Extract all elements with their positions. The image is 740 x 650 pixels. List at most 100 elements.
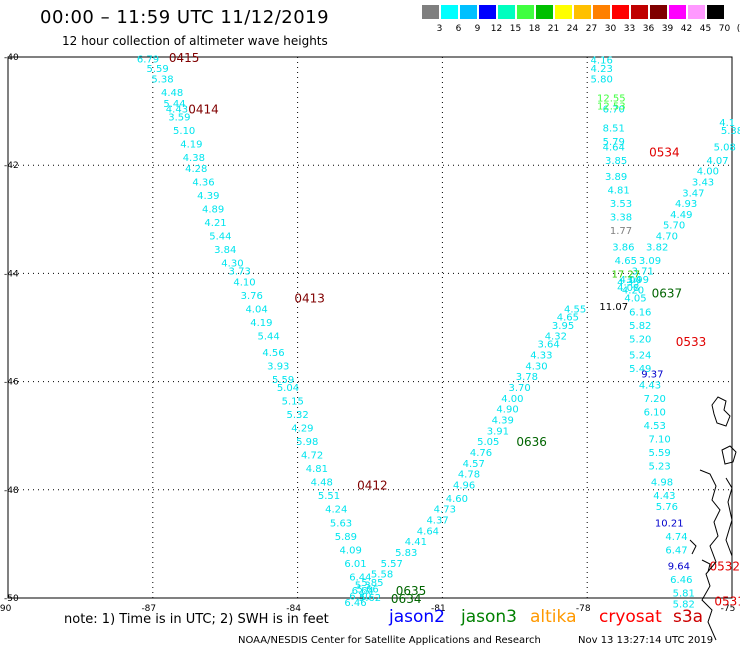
wave-height-value: 5.20 <box>629 334 651 345</box>
wave-height-value: 5.51 <box>318 491 340 502</box>
scale-swatch <box>555 5 572 19</box>
wave-height-value: 4.90 <box>496 405 518 416</box>
y-tick-label: -50 <box>4 594 19 604</box>
wave-height-value: 4.49 <box>670 210 692 221</box>
wave-height-value: 5.76 <box>656 502 678 513</box>
wave-height-value: 4.74 <box>665 532 687 543</box>
wave-height-value: 3.43 <box>692 177 714 188</box>
x-tick-label: -90 <box>0 604 12 614</box>
wave-height-value: 6.16 <box>629 307 651 318</box>
wave-height-value: 6.01 <box>344 559 366 570</box>
wave-height-value: 5.32 <box>286 410 308 421</box>
wave-height-value: 8.51 <box>603 123 625 134</box>
wave-height-value: 4.00 <box>697 167 719 178</box>
scale-label: 12 <box>490 24 503 34</box>
wave-height-value: 5.58 <box>371 570 393 581</box>
wave-height-value: 4.56 <box>262 348 284 359</box>
pass-time-label: 0415 <box>169 51 200 65</box>
x-tick-label: -75 <box>721 604 736 614</box>
wave-height-value: 4.93 <box>675 199 697 210</box>
wave-height-value: 5.62 <box>359 593 381 604</box>
wave-height-value: 4.21 <box>204 218 226 229</box>
wave-height-value: 10.21 <box>655 518 684 529</box>
wave-height-value: 4.24 <box>325 505 347 516</box>
wave-height-value: 4.10 <box>233 278 255 289</box>
wave-height-value: 7.10 <box>648 434 670 445</box>
pass-time-label: 0637 <box>652 286 683 300</box>
scale-label: 45 <box>699 24 712 34</box>
scale-label: 27 <box>585 24 598 34</box>
wave-height-value: 4.28 <box>185 164 207 175</box>
wave-height-value: 3.59 <box>168 113 190 124</box>
wave-height-value: 5.70 <box>663 221 685 232</box>
scale-swatch <box>593 5 610 19</box>
wave-height-value: 5.3 <box>355 580 371 591</box>
wave-height-value: 11.07 <box>599 302 628 313</box>
chart-subtitle: 12 hour collection of altimeter wave hei… <box>62 34 328 48</box>
pass-time-label: 0531 <box>714 595 740 609</box>
wave-height-value: 4.33 <box>530 351 552 362</box>
wave-height-value: 3.53 <box>610 199 632 210</box>
scale-label: 9 <box>474 24 481 34</box>
wave-height-value: 4.05 <box>624 294 646 305</box>
wave-height-value: 3.99 <box>627 275 649 286</box>
wave-height-value: 5.82 <box>673 599 695 610</box>
wave-height-value: 4.36 <box>192 177 214 188</box>
wave-height-value: 4.43 <box>653 491 675 502</box>
scale-swatch <box>517 5 534 19</box>
wave-height-value: 4.00 <box>501 394 523 405</box>
scale-swatch <box>460 5 477 19</box>
wave-height-value: 6.47 <box>665 545 687 556</box>
wave-height-value: 4.81 <box>306 464 328 475</box>
generated-timestamp: Nov 13 13:27:14 UTC 2019 <box>578 635 714 646</box>
wave-height-value: 4.30 <box>221 259 243 270</box>
wave-height-value: 6.30 <box>349 591 371 602</box>
scale-swatch <box>498 5 515 19</box>
wave-height-value: 3.09 <box>639 256 661 267</box>
wave-height-value: 5.38 <box>721 126 740 137</box>
wave-height-value: 5.59 <box>648 448 670 459</box>
wave-height-value: 4.72 <box>301 451 323 462</box>
pass-time-label: 0533 <box>676 335 707 349</box>
wave-height-value: 3.47 <box>682 188 704 199</box>
scale-label: 24 <box>566 24 579 34</box>
wave-height-value: 1.77 <box>610 226 632 237</box>
pass-time-label: 0534 <box>649 146 680 160</box>
wave-height-value: 4.96 <box>453 480 475 491</box>
wave-height-value: 5.79 <box>603 137 625 148</box>
scale-swatch <box>441 5 458 19</box>
wave-height-value: 4.39 <box>197 191 219 202</box>
wave-height-value: 3.91 <box>487 426 509 437</box>
x-tick-label: -87 <box>141 604 156 614</box>
footer-note: note: 1) Time is in UTC; 2) SWH is in fe… <box>64 612 329 627</box>
wave-height-value: 4.98 <box>651 478 673 489</box>
scale-swatch <box>536 5 553 19</box>
wave-height-value: 3.76 <box>241 291 263 302</box>
wave-height-value: 4.53 <box>644 421 666 432</box>
wave-height-value: 4.37 <box>426 516 448 527</box>
wave-height-value: 3.84 <box>214 245 236 256</box>
wave-height-value: 4.65 <box>557 313 579 324</box>
wave-height-value: 4.89 <box>202 204 224 215</box>
scale-label: 30 <box>604 24 617 34</box>
wave-height-value: 4.57 <box>463 459 485 470</box>
x-tick-label: -81 <box>431 604 446 614</box>
legend-jason2: jason2 <box>389 607 445 627</box>
wave-height-value: 4.20 <box>622 286 644 297</box>
scale-label: 39 <box>661 24 674 34</box>
wave-height-value: 5.83 <box>395 548 417 559</box>
wave-height-value: 4.19 <box>250 318 272 329</box>
wave-height-value: 4.76 <box>470 448 492 459</box>
wave-height-value: 5.98 <box>296 437 318 448</box>
scale-label: 42 <box>680 24 693 34</box>
wave-height-value: 4.09 <box>340 545 362 556</box>
wave-height-value: 4.35 <box>617 278 639 289</box>
wave-height-value: 5.04 <box>277 383 299 394</box>
wave-height-value: 17.27 <box>611 269 640 280</box>
wave-height-value: 5.38 <box>151 75 173 86</box>
wave-height-value: 5.10 <box>173 126 195 137</box>
wave-height-value: 6.64 <box>352 586 374 597</box>
scale-label: (ft) <box>736 24 740 34</box>
wave-height-value: 5.59 <box>272 375 294 386</box>
wave-height-value: 5.57 <box>381 559 403 570</box>
